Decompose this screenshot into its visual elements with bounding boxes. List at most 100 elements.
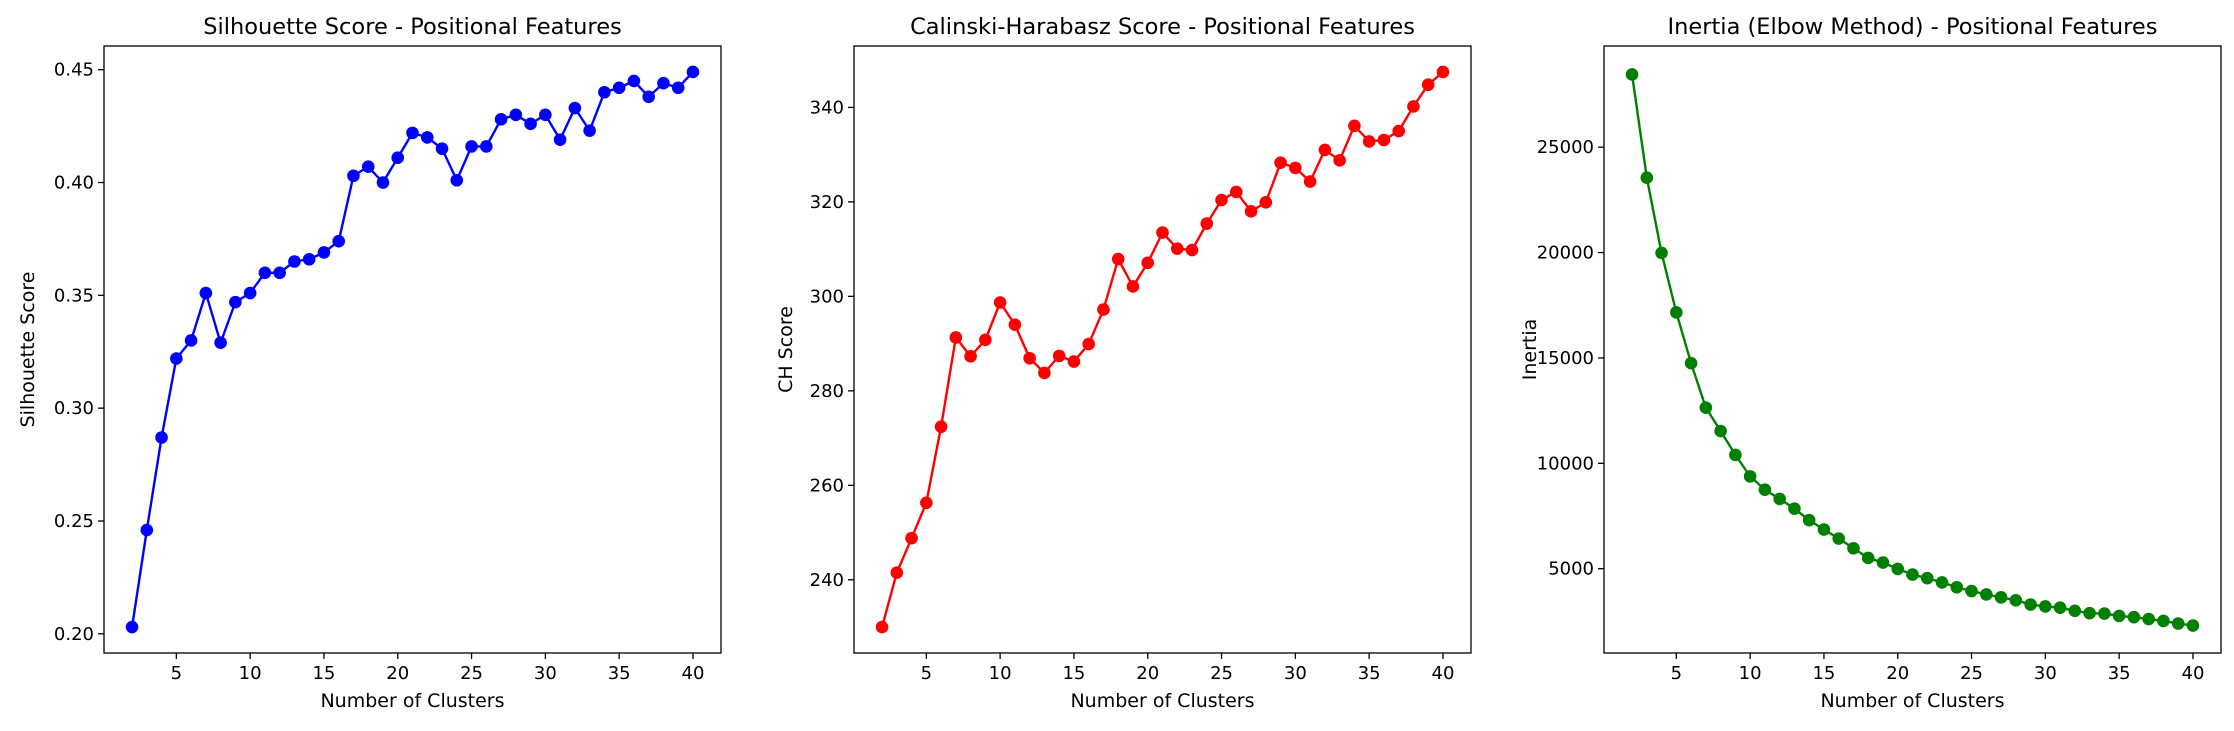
data-point: [1640, 171, 1654, 185]
y-tick-label: 10000: [1537, 453, 1594, 474]
data-point: [125, 620, 139, 634]
x-tick-label: 25: [1210, 663, 1233, 684]
data-point: [1891, 562, 1905, 576]
data-point: [686, 65, 700, 79]
data-point: [539, 108, 552, 122]
y-tick-label: 260: [810, 475, 844, 496]
data-point: [258, 266, 272, 280]
data-point: [2053, 601, 2067, 614]
data-point: [1274, 156, 1287, 169]
data-point: [406, 126, 419, 140]
data-point: [509, 108, 523, 122]
data-point: [465, 140, 478, 153]
data-point: [302, 252, 316, 266]
y-tick-label: 0.40: [54, 173, 94, 194]
data-point: [890, 566, 904, 579]
y-axis-label: Silhouette Score: [17, 272, 39, 428]
y-tick-label: 320: [810, 192, 844, 213]
x-tick-label: 30: [534, 663, 557, 684]
data-point: [1729, 448, 1742, 462]
data-point: [1008, 318, 1022, 332]
data-point: [1362, 135, 1376, 148]
y-tick-label: 20000: [1537, 243, 1594, 264]
y-tick-label: 5000: [1548, 559, 1594, 580]
x-tick-label: 20: [1886, 663, 1909, 684]
data-point: [1185, 243, 1199, 257]
x-tick-label: 10: [989, 663, 1012, 684]
x-tick-label: 35: [608, 663, 631, 684]
chart-title: Inertia (Elbow Method) - Positional Feat…: [1668, 14, 2158, 40]
data-point: [1436, 65, 1450, 79]
data-point: [1230, 185, 1243, 199]
x-tick-label: 20: [1136, 663, 1159, 684]
data-point: [934, 420, 948, 434]
data-point: [243, 286, 257, 300]
data-point: [875, 620, 889, 634]
chart-title: Silhouette Score - Positional Features: [203, 14, 622, 40]
plot-frame: [103, 45, 722, 654]
data-point: [1407, 100, 1420, 113]
data-point: [1847, 541, 1860, 555]
data-point: [2171, 617, 2185, 630]
x-tick-label: 30: [1284, 663, 1307, 684]
chart-panel-2: Calinski-Harabasz Score - Positional Fea…: [775, 14, 1472, 712]
data-point: [1259, 196, 1273, 209]
x-tick-label: 15: [1062, 663, 1085, 684]
x-tick-label: 40: [2182, 663, 2205, 684]
data-point: [1743, 470, 1757, 483]
plot-frame: [1603, 45, 2222, 654]
series-line: [1630, 74, 2194, 627]
data-point: [1861, 551, 1875, 565]
y-tick-label: 0.35: [54, 285, 94, 306]
y-tick-label: 0.30: [54, 398, 94, 419]
x-axis-label: Number of Clusters: [1070, 690, 1254, 712]
data-point: [524, 117, 537, 131]
data-point: [1670, 306, 1683, 319]
data-point: [391, 151, 405, 164]
y-tick-label: 15000: [1537, 348, 1594, 369]
data-point: [155, 431, 168, 444]
x-tick-label: 35: [2108, 663, 2131, 684]
data-point: [1817, 523, 1831, 536]
x-tick-label: 5: [1671, 663, 1682, 684]
y-tick-label: 280: [810, 381, 844, 402]
data-point: [1067, 355, 1081, 368]
data-point: [435, 142, 449, 155]
data-point: [1802, 513, 1816, 527]
series-line: [130, 71, 694, 628]
data-point: [420, 131, 434, 144]
data-point: [361, 160, 375, 174]
data-point: [2142, 612, 2155, 626]
data-point: [1111, 252, 1125, 266]
data-point: [1965, 584, 1978, 598]
data-point: [2186, 619, 2200, 632]
data-point: [288, 255, 301, 268]
data-point: [273, 266, 286, 280]
y-tick-label: 240: [810, 570, 844, 591]
data-point: [993, 296, 1007, 309]
data-point: [2157, 614, 2170, 628]
data-point: [1156, 226, 1169, 239]
y-axis-label: CH Score: [775, 306, 797, 393]
data-point: [1097, 303, 1110, 316]
x-axis-label: Number of Clusters: [320, 690, 504, 712]
data-point: [1699, 401, 1713, 414]
x-tick-label: 10: [1739, 663, 1762, 684]
x-tick-label: 5: [171, 663, 182, 684]
chart-title: Calinski-Harabasz Score - Positional Fea…: [910, 14, 1415, 40]
x-tick-label: 20: [386, 663, 409, 684]
chart-panel-1: Silhouette Score - Positional Features 5 1…: [17, 14, 722, 712]
data-point: [1684, 356, 1698, 370]
data-point: [2127, 610, 2141, 624]
x-tick-label: 10: [239, 663, 262, 684]
data-point: [1200, 217, 1214, 230]
data-point: [1421, 78, 1435, 92]
data-point: [1876, 556, 1890, 569]
data-point: [2098, 607, 2111, 620]
data-point: [140, 523, 154, 537]
data-point: [642, 90, 655, 104]
data-point: [1289, 161, 1302, 175]
data-point: [1023, 351, 1036, 365]
data-point: [1935, 576, 1949, 589]
data-point: [612, 81, 626, 95]
